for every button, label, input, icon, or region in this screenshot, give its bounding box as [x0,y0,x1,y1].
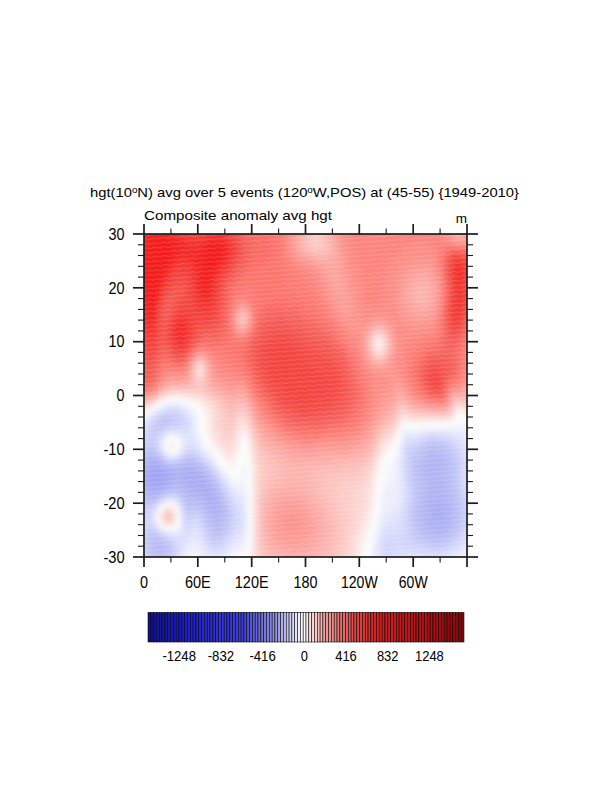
svg-text:10: 10 [109,333,125,350]
svg-text:416: 416 [335,648,357,664]
svg-text:0: 0 [117,387,125,404]
svg-text:-832: -832 [208,648,234,664]
svg-text:60E: 60E [185,574,211,591]
svg-text:30: 30 [109,226,125,243]
svg-text:120E: 120E [235,574,269,591]
svg-text:-1248: -1248 [162,648,196,664]
svg-text:-10: -10 [103,441,124,458]
svg-text:832: 832 [377,648,399,664]
svg-text:1248: 1248 [415,648,444,664]
svg-text:-416: -416 [249,648,275,664]
svg-text:-20: -20 [103,495,124,512]
svg-text:180: 180 [294,574,318,591]
svg-text:m: m [456,211,467,226]
svg-text:0: 0 [140,574,148,591]
svg-text:hgt(10oN) avg over 5 events (1: hgt(10oN) avg over 5 events (120oW,POS) … [90,185,520,201]
svg-text:0: 0 [301,648,308,664]
svg-text:-30: -30 [103,549,124,566]
svg-text:Composite anomaly avg hgt: Composite anomaly avg hgt [144,208,332,223]
svg-text:60W: 60W [399,574,428,591]
svg-text:20: 20 [109,280,125,297]
svg-text:120W: 120W [341,574,378,591]
